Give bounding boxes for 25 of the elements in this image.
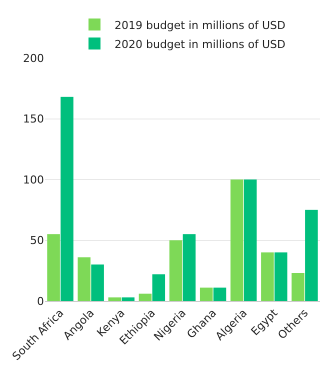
bar <box>274 252 288 301</box>
y-tick-label: 150 <box>23 112 44 126</box>
bar <box>261 252 274 301</box>
bar <box>292 273 304 301</box>
bar <box>230 180 244 301</box>
bar <box>213 288 226 301</box>
bar <box>138 294 152 301</box>
bar <box>47 234 60 301</box>
y-tick-label: 0 <box>37 294 44 308</box>
bar <box>244 180 257 301</box>
bar <box>78 257 90 301</box>
y-tick-label: 200 <box>23 52 44 65</box>
bar <box>91 264 104 301</box>
bar <box>108 297 122 301</box>
bar <box>200 288 213 301</box>
bar <box>122 297 134 301</box>
legend-label: 2020 budget in millions of USD <box>114 38 286 51</box>
bar <box>182 234 196 301</box>
bar <box>305 210 318 301</box>
y-tick-label: 50 <box>30 234 44 248</box>
legend-label: 2019 budget in millions of USD <box>114 18 286 32</box>
bar <box>60 96 74 301</box>
bar <box>152 274 166 301</box>
y-tick-label: 100 <box>23 173 44 186</box>
bar <box>169 240 182 301</box>
